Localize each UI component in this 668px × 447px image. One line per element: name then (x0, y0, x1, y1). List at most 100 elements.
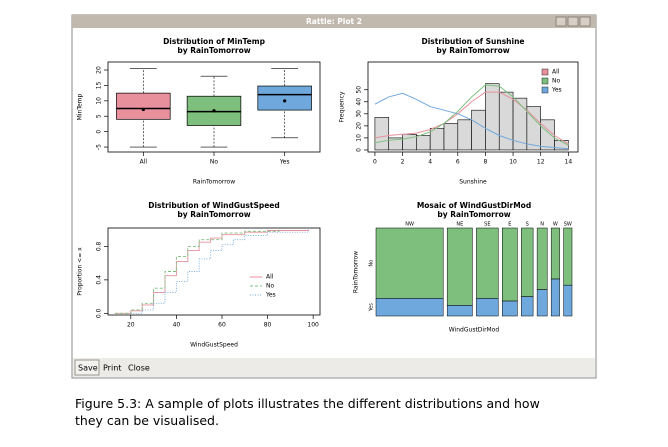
y-tick-label: 40 (356, 98, 363, 106)
x-tick-label: 80 (264, 322, 272, 329)
y-tick-label: 30 (356, 110, 363, 118)
x-tick-label: 60 (218, 322, 226, 329)
x-tick-label: 100 (307, 322, 319, 329)
y-axis-label: Proportion <= x (77, 247, 84, 296)
save-button[interactable] (74, 359, 100, 376)
tile (375, 298, 444, 317)
close-label[interactable]: Close (128, 364, 150, 373)
column-label: E (508, 222, 511, 228)
caption-line: they can be visualised. (75, 413, 219, 428)
box (116, 92, 171, 120)
x-tick-label: 4 (428, 159, 432, 166)
tile (550, 278, 560, 317)
x-tick-label: 2 (401, 159, 405, 166)
column-label: W (553, 222, 558, 228)
bar (471, 109, 486, 151)
y-axis-label: RainTomorrow (353, 251, 360, 293)
column-label: NW (405, 222, 414, 228)
mean (283, 99, 287, 103)
ecdf-line (114, 229, 280, 314)
row-label: No (369, 260, 375, 267)
title-bar (72, 15, 596, 28)
print-label[interactable]: Print (103, 364, 121, 373)
density-line (374, 92, 569, 150)
minimize-button[interactable] (555, 16, 567, 27)
y-tick-label: 50 (356, 86, 363, 94)
y-tick-label: 0.8 (96, 241, 103, 251)
close-window-button[interactable] (579, 16, 591, 27)
tile (536, 289, 548, 317)
tile (501, 227, 518, 302)
x-axis-label: Sunshine (459, 179, 487, 186)
x-tick-label: No (210, 159, 218, 166)
x-tick-label: All (140, 159, 148, 166)
column-label: SE (484, 222, 490, 228)
chart-title: Distribution of Sunshine (422, 37, 525, 46)
tile (375, 227, 444, 299)
bar (554, 140, 569, 151)
legend-label: No (552, 78, 560, 85)
bar (416, 135, 431, 151)
chart-title: Mosaic of WindGustDirMod (417, 201, 531, 210)
y-tick-label: 0 (96, 130, 103, 134)
column-label: NE (456, 222, 463, 228)
bar (498, 91, 514, 151)
bar (443, 123, 459, 151)
y-tick-label: 10 (96, 97, 103, 105)
column-label: S (526, 222, 529, 228)
column-label: SW (564, 222, 572, 228)
tile (446, 227, 473, 306)
y-axis-label: MinTemp (77, 93, 84, 120)
bar (429, 127, 445, 151)
y-tick-label: 10 (356, 134, 363, 142)
y-axis-label: Frequency (339, 91, 346, 122)
bar (374, 117, 390, 151)
x-axis-label: WindGustDirMod (449, 327, 500, 334)
tile (536, 227, 548, 290)
x-tick-label: 6 (456, 159, 460, 166)
chart-subtitle: by RainTomorrow (177, 46, 250, 55)
legend-label: Yes (265, 292, 276, 299)
legend-swatch (541, 86, 549, 94)
mean (141, 107, 145, 112)
mean (212, 109, 216, 113)
legend-swatch (541, 68, 549, 76)
button-bar (73, 358, 595, 377)
chart-subtitle: by RainTomorrow (177, 210, 250, 219)
column-label: N (540, 222, 544, 228)
x-axis-label: WindGustSpeed (190, 342, 238, 349)
tile (446, 305, 473, 317)
legend-label: No (266, 283, 274, 290)
plot-frame (107, 227, 321, 316)
tile (563, 284, 573, 317)
tile (563, 227, 573, 286)
y-tick-label: 20 (96, 66, 103, 74)
x-tick-label: 14 (565, 159, 573, 166)
bar (540, 119, 555, 151)
y-tick-label: 0 (356, 148, 363, 152)
chart-subtitle: by RainTomorrow (436, 46, 509, 55)
x-tick-label: 8 (484, 159, 488, 166)
y-tick-label: 0.4 (96, 275, 103, 285)
tile (476, 298, 499, 317)
row-label: Yes (369, 303, 375, 312)
chart-title: Distribution of MinTemp (163, 37, 266, 46)
y-tick-label: 0.0 (96, 308, 103, 318)
y-tick-label: 15 (96, 81, 103, 89)
x-tick-label: 10 (509, 159, 517, 166)
window (71, 14, 597, 379)
maximize-button[interactable] (567, 16, 579, 27)
density-line (374, 84, 569, 146)
tile (550, 227, 560, 280)
x-tick-label: 0 (373, 159, 377, 166)
x-tick-label: 20 (127, 322, 135, 329)
y-tick-label: 20 (356, 122, 363, 130)
tile (521, 227, 534, 297)
chart-title: Distribution of WindGustSpeed (148, 201, 280, 210)
bar (457, 119, 472, 151)
density-line (374, 91, 569, 145)
save-label[interactable]: Save (78, 364, 98, 373)
window-title: Rattle: Plot 2 (306, 17, 362, 26)
x-tick-label: 12 (537, 159, 545, 166)
chart-subtitle: by RainTomorrow (437, 210, 510, 219)
